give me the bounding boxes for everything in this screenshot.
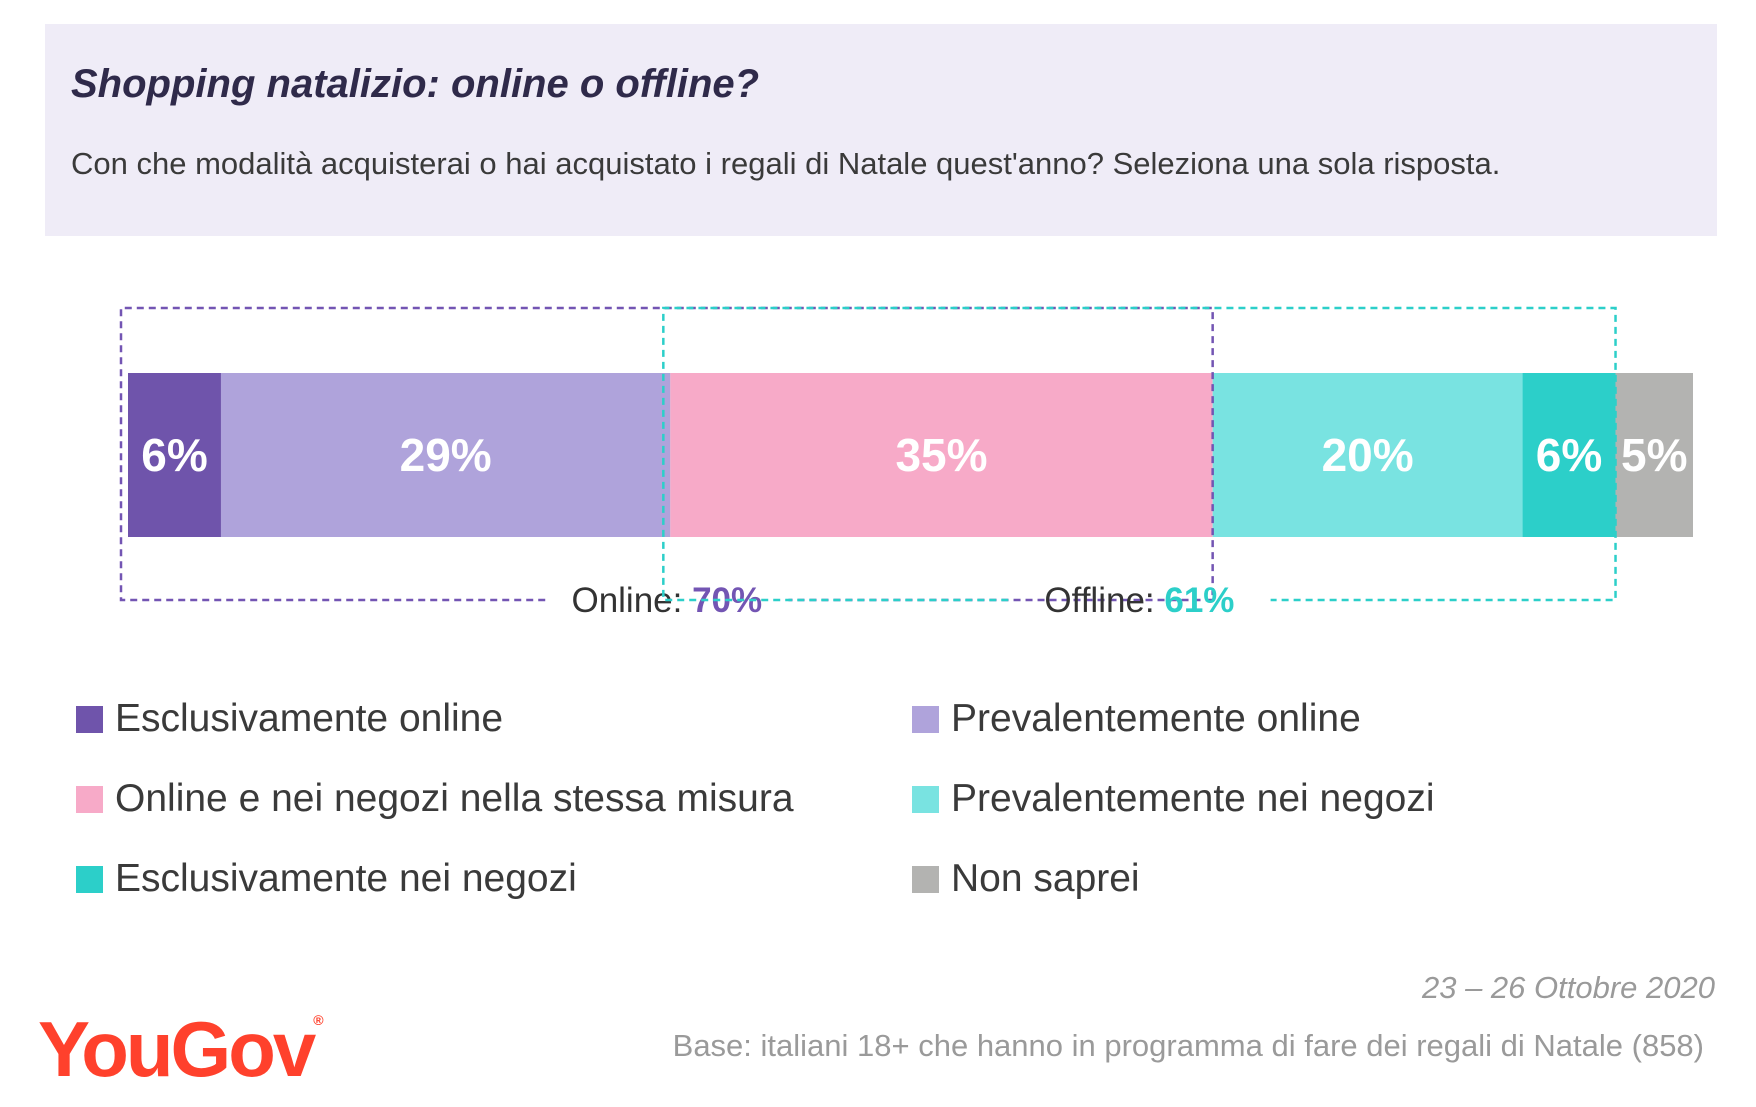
legend-item: Non saprei — [912, 854, 1140, 904]
bar-label-3: 35% — [895, 429, 987, 481]
bar-segment-6 — [1615, 373, 1693, 537]
legend-swatch — [76, 865, 103, 893]
bar-label-6: 5% — [1621, 429, 1687, 481]
legend-swatch — [912, 705, 939, 733]
chart-title: Shopping natalizio: online o offline? — [71, 62, 760, 106]
bar-segment-5 — [1522, 373, 1616, 537]
legend-label: Prevalentemente online — [951, 697, 1361, 740]
yougov-logo: YouGov® — [38, 1005, 324, 1093]
legend-label: Online e nei negozi nella stessa misura — [115, 777, 794, 820]
legend-label: Esclusivamente online — [115, 697, 504, 740]
group-label-2: Offline: 61% — [1044, 581, 1234, 620]
legend-label: Prevalentemente nei negozi — [951, 777, 1435, 820]
bar-segment-4 — [1212, 373, 1523, 537]
legend-swatch — [76, 705, 103, 733]
bar-segment-2 — [220, 373, 671, 537]
legend-item: Prevalentemente online — [912, 694, 1361, 744]
bar-label-5: 6% — [1536, 429, 1602, 481]
legend-item: Online e nei negozi nella stessa misura — [76, 774, 794, 824]
stacked-bar-chart: 6% 29% 35% 20% 6% 5%Online: 70% Offline: 61% — [119, 306, 1693, 620]
group-bracket-2 — [662, 306, 1617, 602]
sample-base: Base: italiani 18+ che hanno in programm… — [672, 1028, 1704, 1063]
chart-subtitle: Con che modalità acquisterai o hai acqui… — [71, 146, 1501, 181]
bar-label-1: 6% — [141, 429, 207, 481]
legend-swatch — [912, 865, 939, 893]
bar-label-2: 29% — [400, 429, 492, 481]
legend-item: Esclusivamente nei negozi — [76, 854, 577, 904]
registered-mark: ® — [313, 1012, 324, 1028]
survey-date: 23 – 26 Ottobre 2020 — [1421, 970, 1715, 1005]
legend-item: Esclusivamente online — [76, 694, 503, 744]
legend-swatch — [912, 785, 939, 813]
legend-item: Prevalentemente nei negozi — [912, 774, 1434, 824]
legend-label: Esclusivamente nei negozi — [115, 857, 577, 900]
header-panel: Shopping natalizio: online o offline? Co… — [45, 24, 1717, 236]
bar-segment-1 — [128, 373, 221, 537]
bar-label-4: 20% — [1322, 429, 1414, 481]
legend-label: Non saprei — [951, 857, 1140, 900]
bar-segment-3 — [670, 373, 1213, 537]
legend-swatch — [76, 785, 103, 813]
